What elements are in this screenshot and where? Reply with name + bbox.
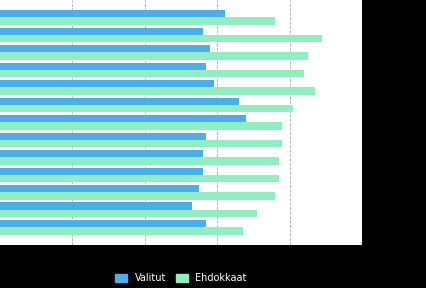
Bar (0, 18, 275, 25)
Bar (0, 122, 282, 130)
Bar (0, 10, 225, 18)
Bar (0, 70, 304, 77)
Bar (0, 220, 206, 227)
Bar (0, 35, 322, 42)
Bar (0, 150, 203, 157)
Bar (0, 210, 257, 217)
Bar (0, 192, 275, 200)
Bar (0, 227, 243, 235)
Bar (0, 105, 293, 112)
Bar (0, 132, 206, 140)
Bar (0, 80, 214, 88)
Legend: Valitut, Ehdokkaat: Valitut, Ehdokkaat (112, 269, 250, 287)
Bar (0, 185, 199, 192)
Bar (0, 157, 279, 165)
Bar (0, 28, 203, 35)
Bar (0, 98, 239, 105)
Bar (0, 175, 279, 182)
Bar (0, 168, 203, 175)
Bar (0, 115, 246, 122)
Bar (0, 140, 282, 147)
Bar (0, 52, 308, 60)
Bar (0, 88, 315, 95)
Bar (0, 202, 192, 210)
Bar (0, 62, 206, 70)
Bar (0, 45, 210, 52)
